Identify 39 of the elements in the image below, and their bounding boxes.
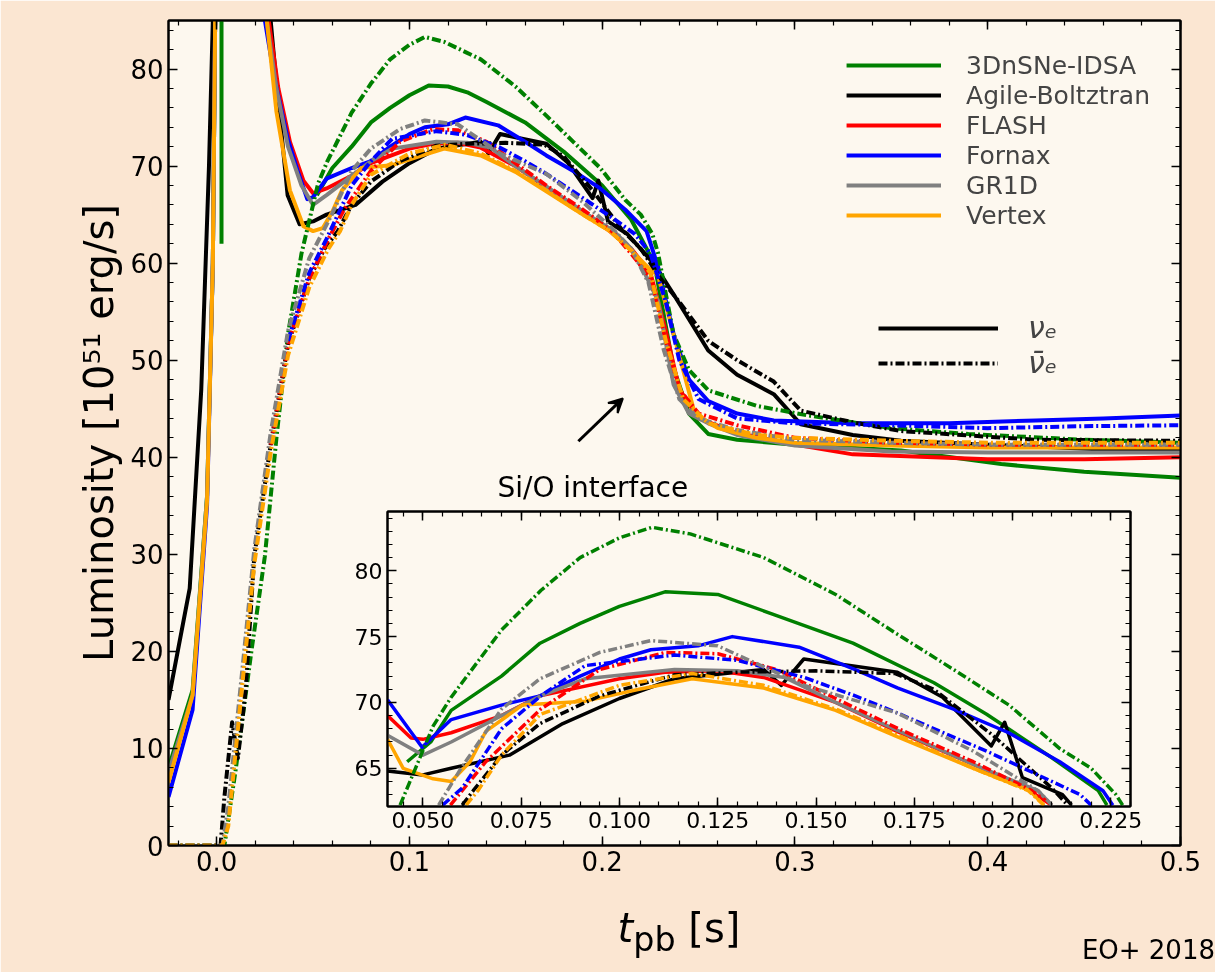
legend-label: FLASH: [966, 110, 1047, 140]
y-tick-label: 70: [130, 152, 164, 183]
legend-label: Fornax: [966, 140, 1051, 170]
y-axis-title: Luminosity [10⁵¹ erg/s]: [76, 204, 123, 662]
y-tick-label: 30: [130, 540, 164, 571]
y-tick-label: 50: [130, 346, 164, 377]
y-tick-label: 70: [354, 690, 383, 716]
annotation: ν̄ₑ: [1028, 345, 1058, 380]
legend-label: Vertex: [966, 200, 1047, 230]
legend-label: 3DnSNe-IDSA: [966, 50, 1137, 80]
x-tick-label: 0.225: [1079, 807, 1143, 833]
y-tick-label: 80: [354, 558, 383, 584]
legend-label: Agile-Boltztran: [966, 80, 1150, 110]
x-tick-label: 0.150: [784, 807, 848, 833]
x-tick-label: 0.3: [774, 846, 816, 877]
annotation: νₑ: [1028, 310, 1058, 345]
x-tick-label: 0.200: [981, 807, 1045, 833]
x-tick-label: 0.0: [196, 846, 238, 877]
text: EO+ 2018: [1081, 935, 1215, 965]
y-tick-label: 0: [146, 831, 164, 862]
x-tick-label: 0.075: [489, 807, 553, 833]
x-tick-label: 0.175: [882, 807, 946, 833]
x-tick-label: 0.2: [581, 846, 623, 877]
x-tick-label: 0.050: [391, 807, 455, 833]
x-tick-label: 0.100: [587, 807, 651, 833]
y-tick-label: 80: [130, 55, 164, 86]
x-tick-label: 0.5: [1159, 846, 1202, 877]
y-tick-label: 75: [354, 624, 383, 650]
y-tick-label: 20: [130, 637, 164, 668]
y-tick-label: 60: [130, 249, 164, 280]
x-axis-title: t$_{pb}$ [s]: [617, 905, 741, 959]
y-tick-label: 10: [130, 734, 164, 765]
y-tick-label: 65: [354, 756, 383, 782]
annotation: Si/O interface: [497, 470, 689, 504]
y-tick-label: 40: [130, 443, 164, 474]
x-tick-label: 0.4: [967, 846, 1009, 877]
legend-label: GR1D: [966, 170, 1038, 200]
x-tick-label: 0.1: [388, 846, 431, 877]
x-tick-label: 0.125: [686, 807, 750, 833]
